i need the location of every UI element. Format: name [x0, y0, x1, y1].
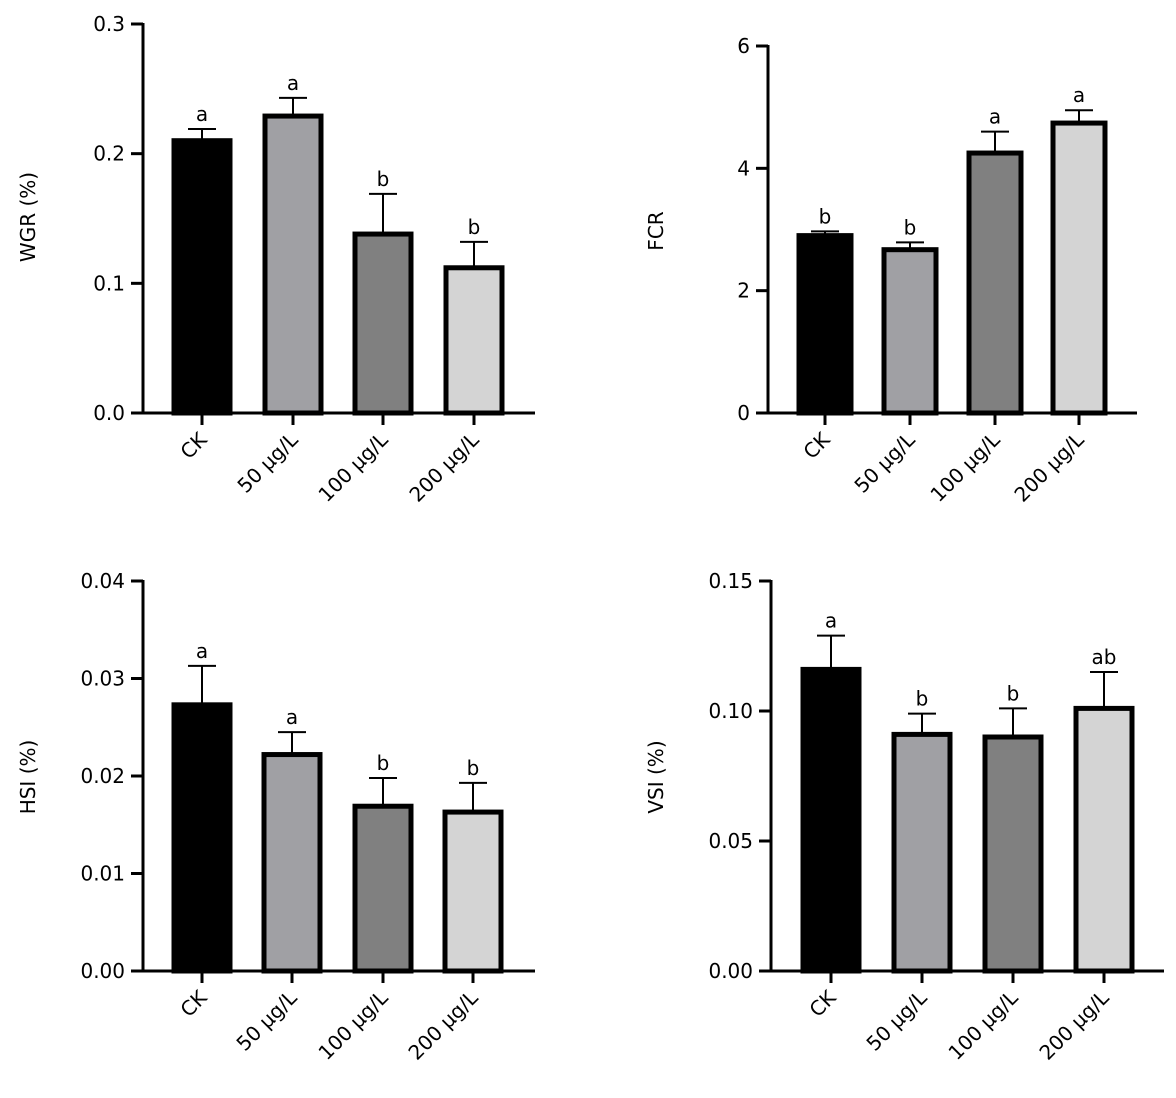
significance-label: ab	[1092, 645, 1117, 669]
y-axis-title: WGR (%)	[16, 172, 40, 262]
bar	[800, 666, 862, 974]
y-tick-label: 0.10	[708, 699, 753, 723]
category-label: CK	[798, 427, 835, 464]
y-tick-label: 0	[737, 401, 750, 425]
significance-label: b	[1007, 681, 1020, 705]
bar	[352, 803, 414, 974]
significance-label: a	[825, 609, 837, 633]
bar	[881, 247, 939, 416]
y-tick-label: 0.0	[93, 401, 125, 425]
y-axis-title: HSI (%)	[16, 740, 40, 815]
significance-label: a	[287, 71, 299, 95]
panel-hsi: HSI (%) 0.00 0.01 0.02 0.03 0.04 a CK a 50 μg/L b…	[16, 569, 535, 1065]
significance-label: a	[286, 705, 298, 729]
bar	[171, 138, 233, 416]
significance-label: a	[196, 639, 208, 663]
y-tick-label: 0.15	[708, 569, 753, 593]
significance-label: b	[467, 756, 480, 780]
significance-label: b	[377, 167, 390, 191]
y-tick-label: 0.1	[93, 271, 125, 295]
category-label: 200 μg/L	[1009, 427, 1089, 507]
category-label: 100 μg/L	[313, 985, 393, 1065]
category-label: 100 μg/L	[925, 427, 1005, 507]
bar	[443, 265, 505, 416]
panel-wgr: WGR (%) 0.0 0.1 0.2 0.3 a CK a 50 μg/L b 100 μg/L…	[16, 12, 535, 507]
y-tick-label: 6	[737, 34, 750, 58]
category-label: CK	[175, 427, 212, 464]
bar	[262, 113, 324, 416]
panel-vsi: VSI (%) 0.00 0.05 0.10 0.15 a CK b 50 μg/L b 100 …	[644, 569, 1164, 1065]
significance-label: a	[196, 102, 208, 126]
y-tick-label: 4	[737, 156, 750, 180]
bar	[1073, 705, 1135, 974]
y-axis-title: VSI (%)	[644, 740, 668, 813]
category-label: 200 μg/L	[404, 427, 484, 507]
category-label: 50 μg/L	[231, 985, 302, 1056]
y-tick-label: 0.2	[93, 142, 125, 166]
category-label: 100 μg/L	[313, 427, 393, 507]
category-label: 200 μg/L	[1034, 985, 1114, 1065]
significance-label: b	[916, 687, 929, 711]
significance-label: b	[377, 751, 390, 775]
y-tick-label: 2	[737, 279, 750, 303]
y-tick-label: 0.3	[93, 12, 125, 36]
bar	[966, 150, 1024, 416]
panel-fcr: FCR 0 2 4 6 b CK b 50 μg/L a 100 μg/L a 200 μg/L	[644, 34, 1137, 507]
significance-label: a	[1073, 83, 1085, 107]
y-tick-label: 0.04	[80, 569, 125, 593]
category-label: 200 μg/L	[403, 985, 483, 1065]
bar	[261, 752, 323, 974]
category-label: 50 μg/L	[849, 427, 920, 498]
y-tick-label: 0.01	[80, 862, 125, 886]
bar	[796, 233, 854, 416]
y-tick-label: 0.00	[708, 959, 753, 983]
bar	[442, 809, 504, 974]
y-tick-label: 0.00	[80, 959, 125, 983]
y-tick-label: 0.05	[708, 829, 753, 853]
bar	[982, 734, 1044, 974]
category-label: 50 μg/L	[861, 985, 932, 1056]
category-label: CK	[175, 985, 212, 1022]
significance-label: b	[819, 204, 832, 228]
bar	[171, 702, 233, 974]
category-label: 100 μg/L	[943, 985, 1023, 1065]
significance-label: a	[989, 105, 1001, 129]
y-axis-title: FCR	[644, 211, 668, 250]
significance-label: b	[468, 215, 481, 239]
y-tick-label: 0.03	[80, 667, 125, 691]
bar	[1050, 120, 1108, 416]
y-tick-label: 0.02	[80, 764, 125, 788]
bar	[891, 731, 953, 974]
category-label: 50 μg/L	[232, 427, 303, 498]
category-label: CK	[804, 985, 841, 1022]
significance-label: b	[904, 215, 917, 239]
bar	[352, 231, 414, 416]
